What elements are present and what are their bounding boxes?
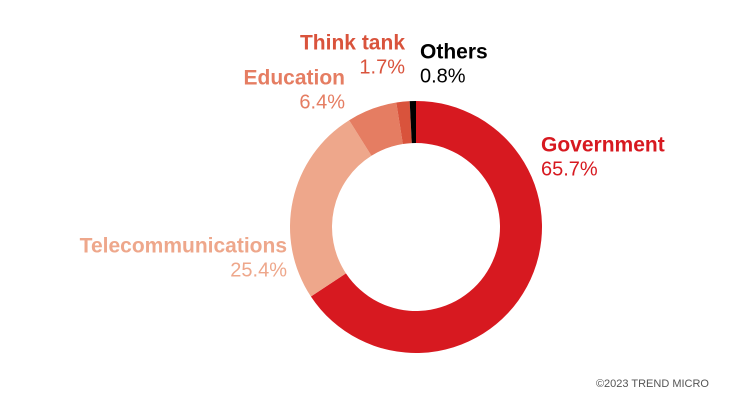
donut-slice [409,101,416,144]
value-label: 1.7% [359,56,405,78]
donut-slice [310,101,542,354]
slice-label: Others [420,41,488,64]
donut-slice [290,120,372,297]
donut-slice [396,101,412,145]
slice-label: Telecommunications [80,235,287,258]
value-label: 65.7% [541,158,598,180]
slice-label: Think tank [300,32,405,55]
value-label: 25.4% [230,259,287,281]
donut-slice [349,102,403,156]
credit: ©2023 TREND MICRO [596,378,709,390]
slice-label: Education [243,67,345,90]
value-label: 0.8% [420,65,466,87]
value-label: 6.4% [299,91,345,113]
slice-label: Government [541,134,665,157]
